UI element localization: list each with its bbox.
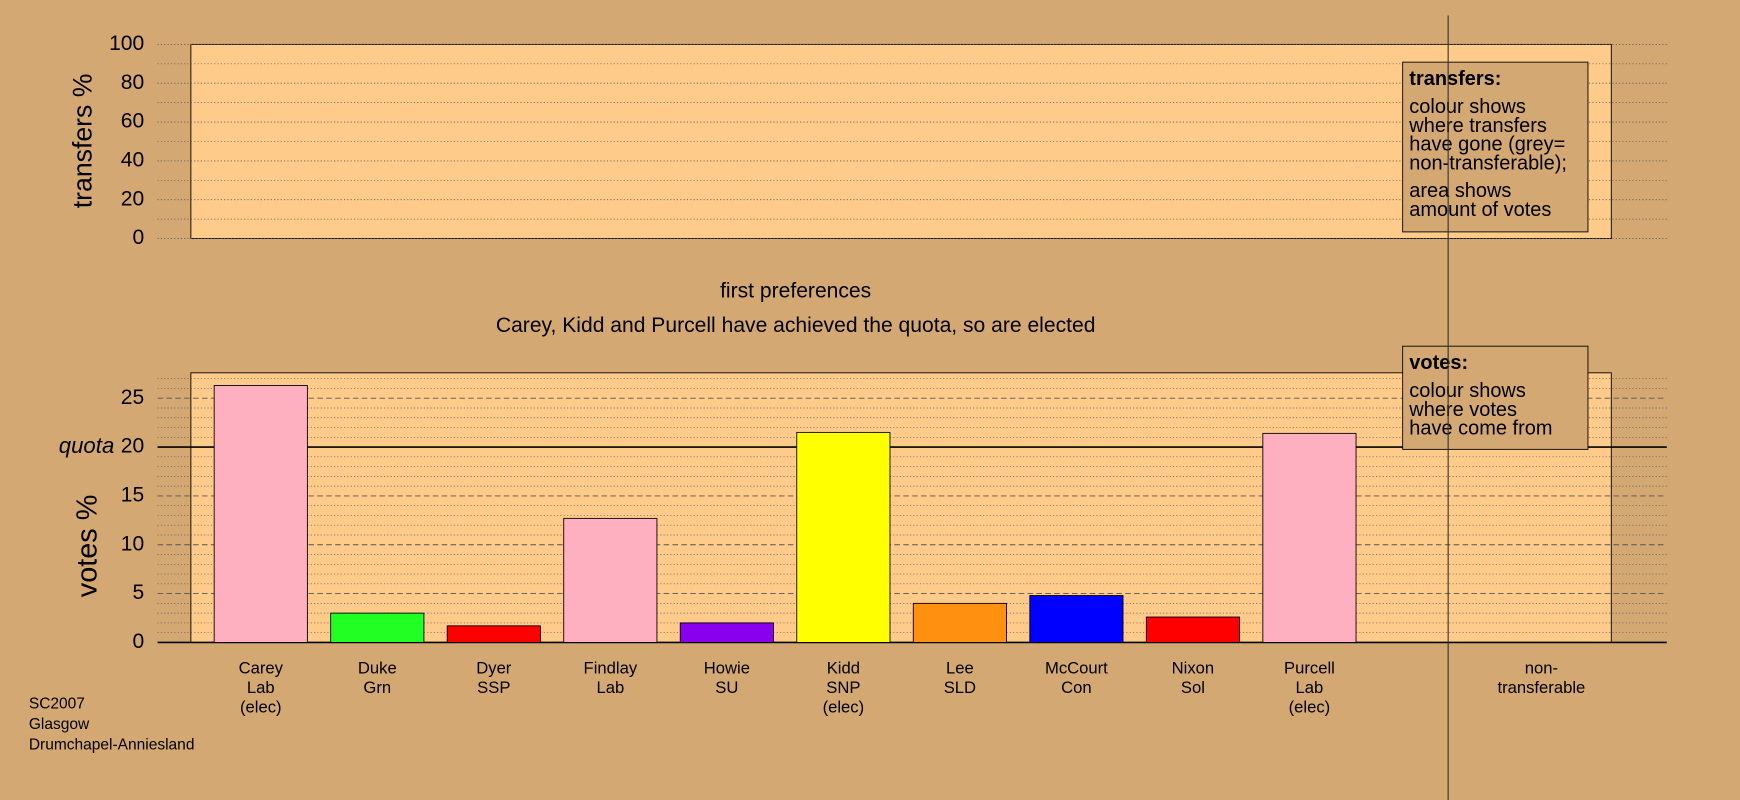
bar	[330, 612, 425, 643]
y-tick-label: 0	[133, 226, 145, 249]
x-tick-label: Howie	[704, 658, 750, 677]
x-tick-label: Kidd	[827, 658, 860, 677]
plot-area	[190, 372, 1612, 643]
x-tick-label: Findlay	[584, 658, 638, 677]
x-tick-label: Lab	[247, 678, 275, 697]
y-tick-label: 20	[121, 187, 144, 210]
y-tick-label: 5	[133, 581, 145, 604]
legend-text: colour shows	[1409, 96, 1526, 118]
x-tick-label: Lee	[946, 658, 974, 677]
x-tick-label: McCourt	[1045, 658, 1108, 677]
x-tick-label: SLD	[944, 678, 976, 697]
x-tick-label: Con	[1061, 678, 1092, 697]
chart-title: first preferences	[720, 279, 871, 302]
legend-text: area shows	[1409, 180, 1511, 202]
footer-text: Glasgow	[29, 716, 90, 733]
x-tick-label: (elec)	[823, 697, 865, 716]
legend-text: have come from	[1409, 418, 1552, 440]
legend-title: votes:	[1409, 352, 1468, 374]
x-tick-label: SNP	[826, 678, 860, 697]
x-tick-label: Sol	[1181, 678, 1205, 697]
x-tick-label: non-	[1525, 658, 1558, 677]
y-tick-label: 25	[121, 386, 144, 409]
x-tick-label: Lab	[596, 678, 624, 697]
y-tick-label: 40	[121, 148, 144, 171]
y-axis-label: votes %	[71, 495, 103, 598]
bar	[796, 431, 891, 643]
x-tick-label: SU	[715, 678, 738, 697]
legend-text: non-transferable);	[1409, 152, 1567, 174]
bar	[679, 622, 774, 643]
x-tick-label: Grn	[363, 678, 391, 697]
x-tick-label: Dyer	[476, 658, 512, 677]
footer-text: Drumchapel-Anniesland	[29, 737, 195, 754]
y-axis-label: transfers %	[67, 74, 97, 209]
x-tick-label: SSP	[477, 678, 510, 697]
y-tick-label: 60	[121, 110, 144, 133]
x-tick-label: (elec)	[240, 697, 282, 716]
chart-subtitle: Carey, Kidd and Purcell have achieved th…	[496, 314, 1096, 337]
x-tick-label: Purcell	[1284, 658, 1335, 677]
bar	[563, 517, 658, 643]
bar	[912, 602, 1007, 643]
bar	[446, 625, 541, 643]
x-tick-label: Duke	[358, 658, 397, 677]
bar	[1029, 595, 1124, 643]
y-tick-label: 0	[133, 630, 145, 653]
y-tick-label: 100	[109, 32, 144, 55]
legend-text: where transfers	[1408, 115, 1547, 137]
legend-box	[1402, 61, 1589, 233]
bar	[1145, 616, 1240, 643]
x-tick-label: Nixon	[1172, 658, 1215, 677]
y-tick-label: 80	[121, 71, 144, 94]
legend-text: amount of votes	[1409, 199, 1551, 221]
legend-text: colour shows	[1409, 380, 1526, 402]
x-tick-label: Lab	[1296, 678, 1324, 697]
legend-title: transfers:	[1409, 68, 1501, 90]
quota-label: quota	[59, 433, 115, 458]
legend-box	[1402, 345, 1589, 450]
y-tick-label: 10	[121, 532, 144, 555]
x-tick-label: (elec)	[1289, 697, 1331, 716]
legend-text: where votes	[1408, 399, 1517, 421]
footer-text: SC2007	[29, 696, 85, 713]
x-tick-label: transferable	[1497, 678, 1585, 697]
bar	[213, 385, 308, 643]
y-tick-label: 15	[121, 483, 144, 506]
x-tick-label: Carey	[239, 658, 284, 677]
y-tick-label: 20	[121, 435, 144, 458]
bar	[1262, 432, 1357, 643]
